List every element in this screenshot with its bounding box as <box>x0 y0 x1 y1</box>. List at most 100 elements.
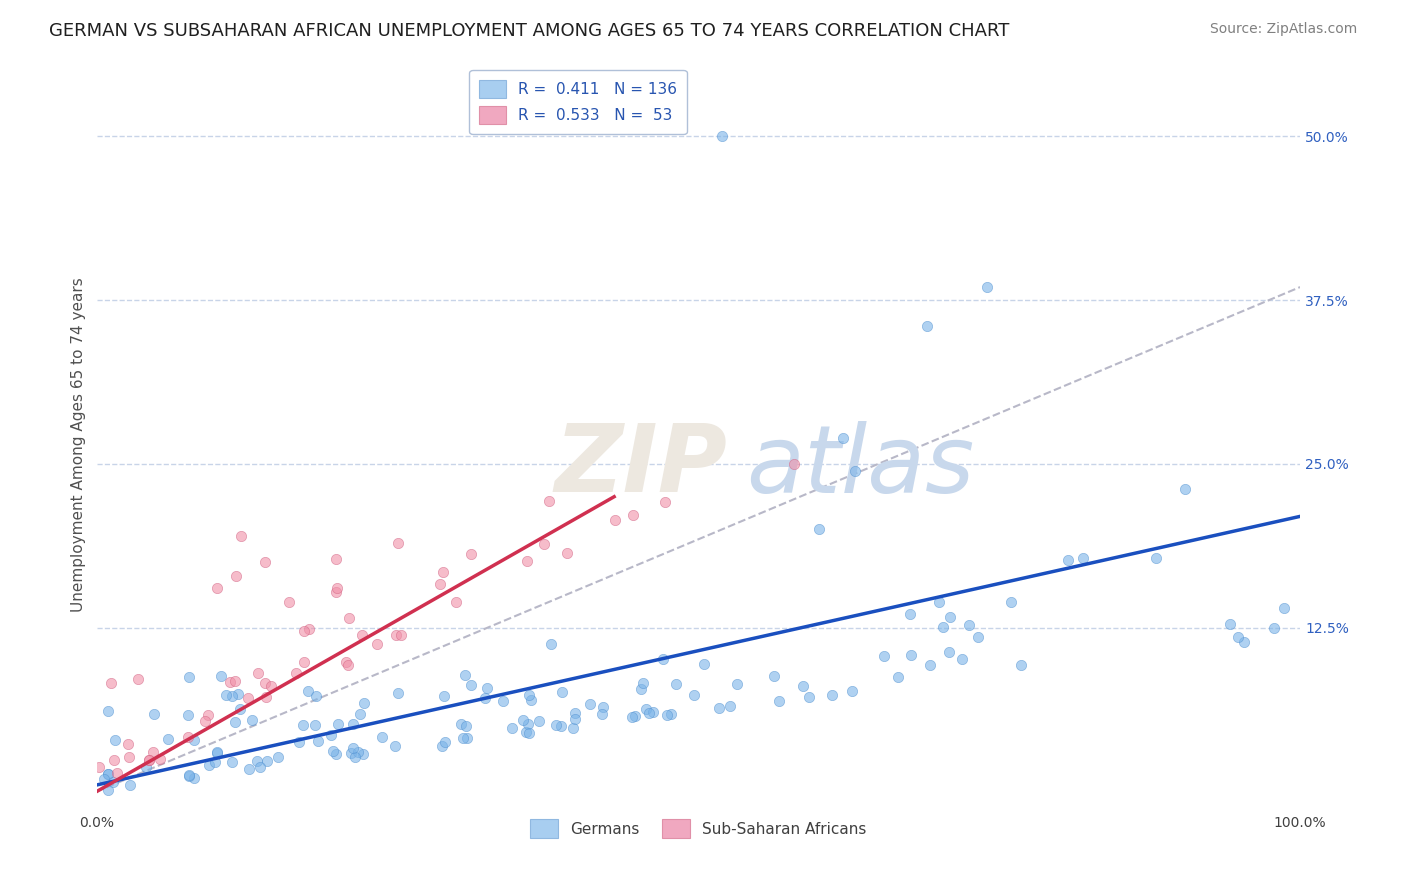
Point <box>292 717 315 731</box>
Point <box>266 750 288 764</box>
Point <box>142 707 165 722</box>
Point <box>205 582 228 596</box>
Point <box>928 594 950 608</box>
Point <box>527 714 550 728</box>
Point <box>142 746 165 760</box>
Point <box>97 783 120 797</box>
Point <box>564 706 586 720</box>
Point <box>183 732 205 747</box>
Point <box>101 774 124 789</box>
Point <box>792 679 814 693</box>
Point <box>1219 616 1241 631</box>
Point <box>118 778 141 792</box>
Point <box>546 718 568 732</box>
Point <box>254 555 277 569</box>
Point <box>100 676 122 690</box>
Point <box>224 674 246 689</box>
Point <box>551 684 574 698</box>
Point <box>337 611 360 625</box>
Point <box>474 691 496 706</box>
Point <box>920 658 942 673</box>
Point <box>278 594 301 608</box>
Point <box>807 523 830 537</box>
Point <box>224 714 246 729</box>
Point <box>225 569 247 583</box>
Point <box>538 493 561 508</box>
Point <box>821 689 844 703</box>
Point <box>433 690 456 704</box>
Point <box>218 675 240 690</box>
Point <box>516 554 538 568</box>
Point <box>1227 630 1250 644</box>
Point <box>229 702 252 716</box>
Point <box>371 730 394 744</box>
Point <box>326 582 349 596</box>
Point <box>637 706 659 720</box>
Point <box>117 737 139 751</box>
Point <box>342 717 364 731</box>
Y-axis label: Unemployment Among Ages 65 to 74 years: Unemployment Among Ages 65 to 74 years <box>72 277 86 612</box>
Point <box>149 752 172 766</box>
Point <box>799 690 821 704</box>
Text: ZIP: ZIP <box>554 420 727 512</box>
Point <box>104 733 127 747</box>
Point <box>325 552 347 566</box>
Point <box>138 753 160 767</box>
Point <box>652 652 675 666</box>
Point <box>460 678 482 692</box>
Point <box>384 628 406 642</box>
Point <box>873 648 896 663</box>
Point <box>1144 551 1167 566</box>
Point <box>967 630 990 644</box>
Point <box>831 431 853 445</box>
Point <box>347 745 370 759</box>
Point <box>512 713 534 727</box>
Point <box>682 688 704 702</box>
Point <box>950 651 973 665</box>
Point <box>336 657 359 672</box>
Point <box>183 771 205 785</box>
Point <box>93 772 115 786</box>
Point <box>352 747 374 761</box>
Point <box>177 708 200 723</box>
Point <box>253 676 276 690</box>
Point <box>205 746 228 760</box>
Point <box>298 622 321 636</box>
Point <box>325 584 347 599</box>
Point <box>319 728 342 742</box>
Point <box>634 702 657 716</box>
Point <box>456 731 478 745</box>
Point <box>579 697 602 711</box>
Point <box>238 762 260 776</box>
Point <box>254 690 277 705</box>
Point <box>432 565 454 579</box>
Point <box>389 628 412 642</box>
Point <box>475 681 498 695</box>
Point <box>932 620 955 634</box>
Point <box>87 759 110 773</box>
Point <box>591 707 613 722</box>
Point <box>221 756 243 770</box>
Point <box>501 721 523 735</box>
Point <box>256 754 278 768</box>
Point <box>350 628 373 642</box>
Point <box>630 681 652 696</box>
Point <box>454 668 477 682</box>
Point <box>898 607 921 622</box>
Point <box>562 721 585 735</box>
Point <box>194 714 217 728</box>
Point <box>97 767 120 781</box>
Point <box>105 766 128 780</box>
Point <box>655 707 678 722</box>
Point <box>384 739 406 753</box>
Point <box>454 719 477 733</box>
Point <box>240 713 263 727</box>
Point <box>387 535 409 549</box>
Point <box>492 694 515 708</box>
Point <box>939 609 962 624</box>
Point <box>643 705 665 719</box>
Point <box>228 687 250 701</box>
Point <box>197 757 219 772</box>
Point <box>343 750 366 764</box>
Point <box>342 741 364 756</box>
